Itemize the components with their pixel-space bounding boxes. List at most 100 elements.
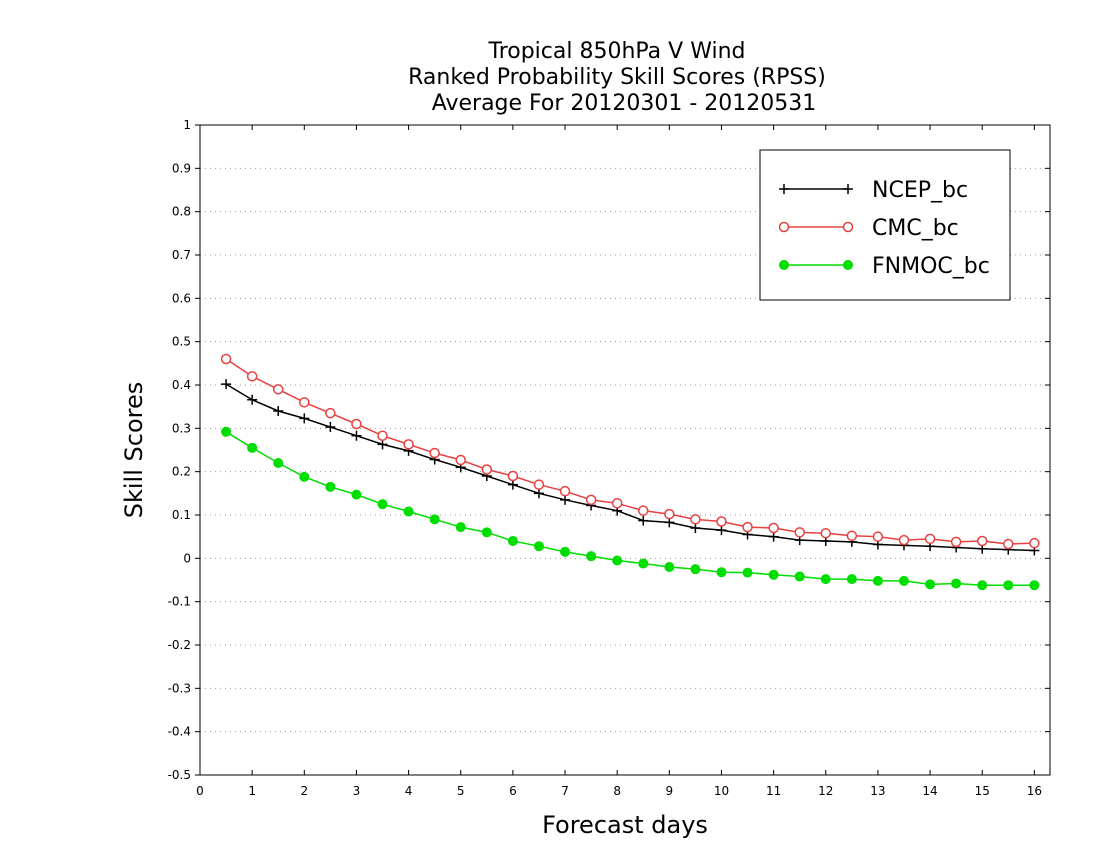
y-tick-label: 0.2 xyxy=(172,465,191,479)
x-tick-label: 5 xyxy=(457,784,465,798)
data-point-cmc-bc xyxy=(325,407,336,419)
data-point-fnmoc-bc xyxy=(455,522,466,533)
data-point-ncep-bc xyxy=(351,430,362,441)
data-point-cmc-bc xyxy=(742,521,753,533)
data-point-ncep-bc xyxy=(247,394,258,405)
data-point-cmc-bc xyxy=(220,353,232,365)
data-point-fnmoc-bc xyxy=(664,562,675,572)
data-point-ncep-bc xyxy=(273,406,284,416)
data-point-ncep-bc xyxy=(768,531,779,542)
data-point-cmc-bc xyxy=(794,527,805,538)
data-point-fnmoc-bc xyxy=(638,558,649,569)
title-line-1: Tropical 850hPa V Wind xyxy=(487,39,745,64)
data-point-fnmoc-bc xyxy=(716,567,727,578)
x-tick-label: 1 xyxy=(248,784,256,798)
data-point-cmc-bc xyxy=(533,479,545,490)
x-tick-label: 12 xyxy=(818,784,833,798)
data-point-cmc-bc xyxy=(272,384,284,395)
data-point-cmc-bc xyxy=(611,498,623,509)
legend-label: FNMOC_bc xyxy=(872,254,990,279)
legend-marker xyxy=(779,260,789,270)
legend-marker xyxy=(842,221,854,233)
data-point-cmc-bc xyxy=(846,530,858,542)
chart-title: Tropical 850hPa V Wind Ranked Probabilit… xyxy=(408,39,826,116)
plot-area-frame xyxy=(199,124,1051,776)
data-point-cmc-bc xyxy=(1003,538,1014,550)
y-axis: 1 0.9 0.8 0.7 0.6 0.5 0.4 0.3 0.2 0.1 0 -0.1 -0.2 -0.… xyxy=(168,118,1050,782)
y-tick-label: -0.2 xyxy=(168,638,191,652)
data-point-fnmoc-bc xyxy=(1029,580,1040,591)
data-point-cmc-bc xyxy=(664,508,675,520)
data-point-fnmoc-bc xyxy=(690,564,701,575)
gridlines xyxy=(200,167,1050,733)
data-point-cmc-bc xyxy=(976,535,988,547)
legend-marker xyxy=(843,260,853,270)
data-point-fnmoc-bc xyxy=(221,426,232,437)
y-tick-label: 0 xyxy=(183,551,191,565)
x-tick-label: 9 xyxy=(666,784,674,798)
data-point-ncep-bc xyxy=(325,422,336,433)
x-tick-label: 0 xyxy=(196,784,204,798)
legend-marker xyxy=(778,221,790,233)
data-point-fnmoc-bc xyxy=(925,579,936,590)
data-point-fnmoc-bc xyxy=(898,575,909,586)
data-point-cmc-bc xyxy=(246,371,258,382)
data-point-fnmoc-bc xyxy=(586,551,597,562)
x-tick-label: 7 xyxy=(561,784,569,798)
title-line-2: Ranked Probability Skill Scores (RPSS) xyxy=(408,65,826,90)
y-axis-label: Skill Scores xyxy=(120,382,148,519)
y-tick-label: -0.4 xyxy=(168,725,191,739)
x-tick-label: 4 xyxy=(405,784,413,798)
legend-label: NCEP_bc xyxy=(872,178,968,203)
y-tick-label: -0.3 xyxy=(168,681,191,695)
data-point-fnmoc-bc xyxy=(299,471,310,482)
data-point-fnmoc-bc xyxy=(560,546,571,557)
data-point-fnmoc-bc xyxy=(612,555,623,566)
title-line-3: Average For 20120301 - 20120531 xyxy=(432,91,817,116)
data-point-ncep-bc xyxy=(560,494,571,505)
series-ncep-bc xyxy=(221,379,1040,556)
data-point-cmc-bc xyxy=(924,533,936,545)
data-point-cmc-bc xyxy=(872,531,884,542)
x-tick-label: 8 xyxy=(613,784,621,798)
y-tick-label: 0.1 xyxy=(172,508,191,522)
y-tick-label: 0.7 xyxy=(172,248,191,262)
series-line-ncep-bc xyxy=(225,383,1035,552)
x-tick-label: 13 xyxy=(870,784,885,798)
legend-entry-cmc-bc: CMC_bc xyxy=(778,216,959,241)
data-point-fnmoc-bc xyxy=(325,481,336,492)
series-line-fnmoc-bc xyxy=(225,431,1035,586)
legend-label: CMC_bc xyxy=(872,216,959,241)
data-point-cmc-bc xyxy=(481,464,493,475)
x-axis-label: Forecast days xyxy=(542,811,708,839)
x-tick-label: 14 xyxy=(922,784,937,798)
data-point-cmc-bc xyxy=(507,470,519,482)
x-tick-label: 16 xyxy=(1027,784,1042,798)
x-tick-label: 6 xyxy=(509,784,517,798)
data-point-fnmoc-bc xyxy=(742,567,753,578)
series-fnmoc-bc xyxy=(221,426,1040,591)
y-tick-label: -0.1 xyxy=(168,595,191,609)
data-point-fnmoc-bc xyxy=(247,442,258,453)
y-tick-label: 1 xyxy=(183,118,191,132)
x-tick-label: 2 xyxy=(300,784,308,798)
data-point-cmc-bc xyxy=(299,397,310,408)
y-tick-label: 0.8 xyxy=(172,205,191,219)
legend-box xyxy=(759,149,1011,301)
data-point-fnmoc-bc xyxy=(273,458,284,468)
data-point-cmc-bc xyxy=(950,536,962,548)
data-point-cmc-bc xyxy=(716,516,727,527)
x-tick-label: 11 xyxy=(766,784,781,798)
x-tick-label: 15 xyxy=(975,784,990,798)
legend-entry-fnmoc-bc: FNMOC_bc xyxy=(779,254,990,279)
data-point-cmc-bc xyxy=(898,534,910,546)
x-tick-label: 10 xyxy=(714,784,729,798)
series-layer xyxy=(220,353,1040,591)
legend: NCEP_bc CMC_bc FNMOC_bc xyxy=(759,149,1011,301)
x-axis: 0 1 2 3 4 5 6 7 8 9 10 11 12 13 14 15 16 xyxy=(196,125,1042,798)
legend-marker xyxy=(843,184,853,194)
data-point-cmc-bc xyxy=(403,439,414,450)
data-point-ncep-bc xyxy=(507,479,518,490)
data-point-ncep-bc xyxy=(716,525,727,536)
y-tick-label: 0.6 xyxy=(172,291,191,305)
